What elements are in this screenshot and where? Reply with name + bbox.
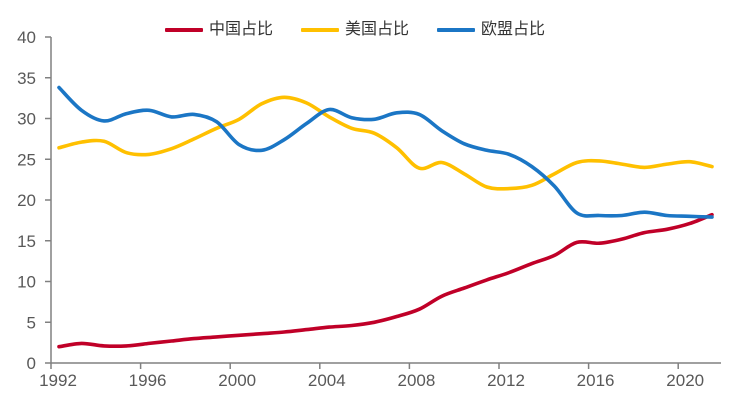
legend-item-china[interactable]: 中国占比 xyxy=(164,20,273,40)
x-tick-label: 2004 xyxy=(308,371,346,390)
x-tick-label: 2000 xyxy=(218,371,256,390)
series-line-usa xyxy=(57,95,714,191)
x-tick-label: 2012 xyxy=(487,371,525,390)
y-tick-label: 0 xyxy=(27,354,36,373)
x-tick-label: 1992 xyxy=(39,371,77,390)
y-tick-label: 5 xyxy=(27,313,36,332)
legend-swatch-usa xyxy=(300,28,339,32)
y-tick-label: 20 xyxy=(17,191,36,210)
y-tick-label: 10 xyxy=(17,273,36,292)
x-tick-label: 1996 xyxy=(129,371,167,390)
series-line-china xyxy=(57,212,714,349)
x-tick-label: 2020 xyxy=(666,371,704,390)
legend-swatch-china xyxy=(164,28,203,32)
y-tick-label: 15 xyxy=(17,232,36,251)
x-tick-label: 2016 xyxy=(577,371,615,390)
y-tick-label: 25 xyxy=(17,150,36,169)
y-tick-label: 35 xyxy=(17,69,36,88)
legend-item-usa[interactable]: 美国占比 xyxy=(300,20,409,40)
y-tick-label: 30 xyxy=(17,110,36,129)
legend: 中国占比 美国占比 欧盟占比 xyxy=(0,20,730,40)
legend-label-eu: 欧盟占比 xyxy=(481,21,546,38)
legend-label-usa: 美国占比 xyxy=(344,21,409,38)
y-tick-label: 40 xyxy=(17,28,36,47)
legend-swatch-eu xyxy=(437,28,475,32)
legend-item-eu[interactable]: 欧盟占比 xyxy=(437,20,545,40)
x-tick-label: 2008 xyxy=(397,371,435,390)
axis-lines xyxy=(50,37,721,364)
legend-label-china: 中国占比 xyxy=(208,21,273,38)
series-line-eu xyxy=(57,85,714,219)
